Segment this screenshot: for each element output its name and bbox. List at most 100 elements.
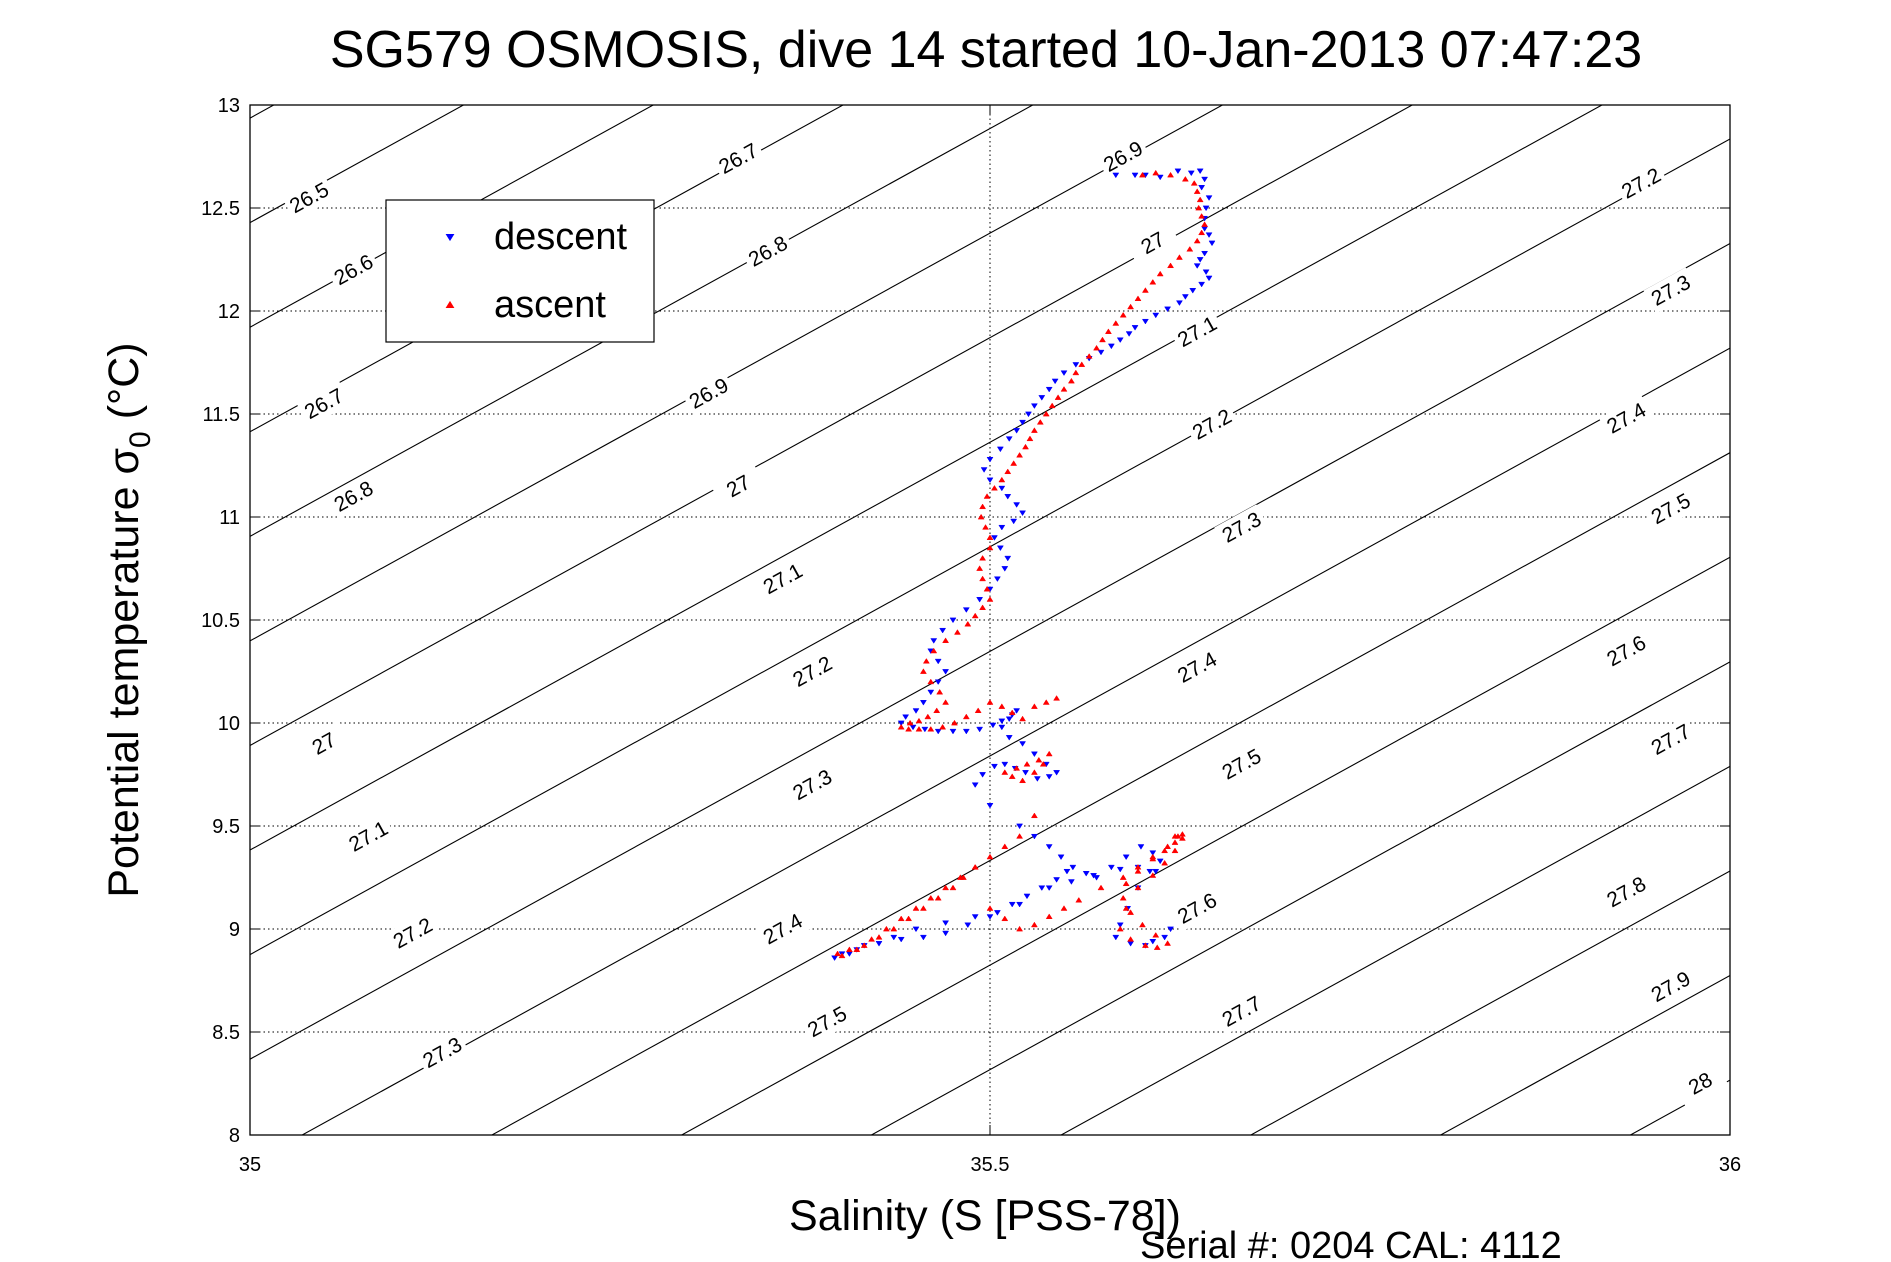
ascent-point <box>1072 369 1080 376</box>
descent-point <box>1019 510 1027 517</box>
contour-label-bg <box>341 813 396 860</box>
ascent-point <box>1152 169 1160 176</box>
y-tick-label: 12 <box>218 301 240 323</box>
ascent-point <box>1198 229 1206 236</box>
descent-point <box>962 728 970 735</box>
ascent-point <box>919 905 927 911</box>
descent-point <box>964 922 972 929</box>
contour-label-bg <box>1169 644 1225 691</box>
contour-label-bg <box>415 1029 470 1076</box>
ascent-point <box>1141 942 1149 948</box>
ascent-point <box>1138 921 1146 928</box>
ascent-point <box>986 534 994 540</box>
descent-point <box>1107 343 1115 350</box>
descent-point <box>919 700 927 706</box>
ascent-point <box>942 699 950 705</box>
descent-point <box>1013 428 1021 434</box>
descent-point <box>971 914 979 920</box>
ascent-point <box>979 503 987 510</box>
legend: descent ascent <box>385 199 655 343</box>
ascent-point <box>834 950 842 957</box>
ascent-point <box>868 936 876 942</box>
descent-point <box>998 718 1006 725</box>
y-tick-label: 8 <box>229 1125 240 1147</box>
ascent-point <box>1127 909 1135 915</box>
ascent-point <box>1119 311 1127 318</box>
descent-point <box>976 597 984 603</box>
ascent-point <box>1008 773 1016 779</box>
descent-point <box>1107 864 1115 871</box>
x-axis-label: Salinity (S [PSS-78]) <box>789 1192 1181 1240</box>
ascent-point <box>934 894 942 901</box>
series-ascent <box>834 169 1209 959</box>
ascent-point <box>998 703 1006 709</box>
descent-point <box>1181 294 1189 300</box>
ascent-point <box>1019 715 1027 722</box>
ascent-point <box>1167 171 1175 178</box>
contour-label-bg <box>711 463 766 510</box>
y-axis-label-subscript: 0 <box>124 431 157 448</box>
descent-point <box>1060 370 1068 376</box>
ascent-point <box>1048 402 1056 409</box>
descent-point <box>1093 875 1101 881</box>
ascent-point <box>1008 709 1016 716</box>
descent-point <box>976 726 984 733</box>
ascent-point <box>1190 180 1198 186</box>
contour-label-bg <box>281 174 337 221</box>
ascent-point <box>1127 303 1135 310</box>
descent-point <box>1025 411 1032 418</box>
ascent-point <box>915 717 923 724</box>
descent-point <box>1013 502 1021 508</box>
ascent-point <box>1075 896 1083 903</box>
descent-point <box>1004 555 1012 562</box>
ascent-point <box>1193 188 1201 194</box>
descent-point <box>1196 168 1204 175</box>
ascent-point <box>1149 278 1157 285</box>
descent-point <box>1016 901 1024 908</box>
contour-label-bg <box>1125 220 1181 266</box>
ascent-point <box>1016 833 1024 839</box>
legend-marker-ascent <box>445 300 455 308</box>
contour-label-bg <box>326 473 381 520</box>
ascent-point <box>1060 905 1068 911</box>
density-contour-line <box>250 105 1414 747</box>
ascent-point <box>1171 847 1179 854</box>
ascent-point <box>953 629 961 635</box>
descent-point <box>996 545 1004 552</box>
contour-label-bg <box>1599 395 1654 442</box>
descent-point <box>1116 866 1124 873</box>
ascent-point <box>1201 221 1209 227</box>
density-contour-line <box>250 105 1034 537</box>
contour-label-bg <box>1643 267 1699 314</box>
contour-label-bg <box>1673 1060 1728 1107</box>
ascent-point <box>1030 427 1038 433</box>
descent-point <box>1131 325 1139 331</box>
descent-point <box>1193 263 1201 269</box>
descent-point <box>939 627 947 634</box>
ascent-point <box>1001 843 1009 849</box>
x-tick-label: 35.5 <box>971 1154 1010 1176</box>
ascent-point <box>1181 175 1189 182</box>
ascent-point <box>1085 353 1093 359</box>
descent-point <box>979 772 987 778</box>
grid-lines <box>250 105 1730 1135</box>
density-contour-line <box>870 661 1730 1135</box>
descent-point <box>942 920 950 926</box>
ascent-point <box>971 864 979 870</box>
y-tick-label: 8.5 <box>212 1022 240 1044</box>
ascent-point <box>1030 769 1038 775</box>
descent-point <box>1004 494 1012 500</box>
ascent-point <box>927 726 935 732</box>
density-contour-line <box>250 242 1730 1060</box>
ascent-point <box>983 493 991 499</box>
ascent-point <box>1198 213 1206 219</box>
ascent-point <box>860 942 868 948</box>
ascent-point <box>1149 855 1157 862</box>
ascent-point <box>1167 262 1175 269</box>
descent-point <box>912 708 920 714</box>
descent-point <box>1016 823 1024 830</box>
ascent-point <box>1010 460 1018 466</box>
ascent-point <box>1152 932 1160 938</box>
ascent-point <box>1104 328 1112 334</box>
y-tick-label: 10 <box>218 713 240 735</box>
